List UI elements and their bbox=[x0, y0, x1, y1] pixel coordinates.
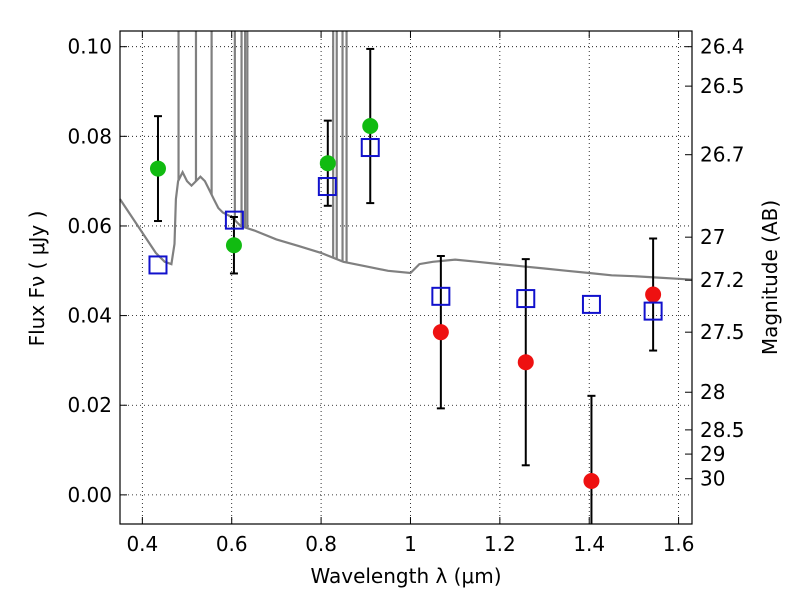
data-point-circle bbox=[517, 354, 534, 371]
data-point-circle bbox=[432, 324, 449, 341]
plot-frame bbox=[119, 30, 693, 525]
right-axis-title: Magnitude (AB) bbox=[758, 200, 782, 355]
y-tick-label: 0.10 bbox=[67, 35, 112, 59]
right-tick-label: 26.4 bbox=[700, 35, 745, 59]
data-point-square bbox=[431, 286, 451, 306]
data-point-square bbox=[148, 255, 168, 275]
data-point-circle bbox=[362, 118, 379, 135]
x-tick-label: 0.8 bbox=[305, 532, 337, 556]
y-tick-label: 0.02 bbox=[67, 393, 112, 417]
data-point-circle bbox=[319, 155, 336, 172]
data-point-circle bbox=[225, 237, 242, 254]
right-tick-label: 29 bbox=[700, 442, 725, 466]
data-point-square bbox=[581, 294, 601, 314]
error-bars bbox=[153, 47, 658, 524]
right-tick-label: 27.5 bbox=[700, 320, 745, 344]
y-tick-label: 0.04 bbox=[67, 304, 112, 328]
x-tick-label: 1.2 bbox=[484, 532, 516, 556]
right-tick-label: 28 bbox=[700, 380, 725, 404]
grid-lines bbox=[120, 31, 692, 524]
right-tick-label: 26.7 bbox=[700, 143, 745, 167]
x-tick-label: 0.6 bbox=[216, 532, 248, 556]
x-tick-label: 1 bbox=[404, 532, 417, 556]
right-tick-label: 28.5 bbox=[700, 418, 745, 442]
data-point-circle bbox=[645, 286, 662, 303]
data-point-square bbox=[317, 177, 337, 197]
y-tick-label: 0.00 bbox=[67, 483, 112, 507]
y-axis-title: Flux Fν ( μJy ) bbox=[25, 211, 49, 347]
data-point-circle bbox=[149, 160, 166, 177]
x-axis-title: Wavelength λ (μm) bbox=[310, 564, 501, 588]
data-point-square bbox=[360, 138, 380, 158]
data-point-square bbox=[516, 289, 536, 309]
right-tick-label: 26.5 bbox=[700, 74, 745, 98]
data-point-circle bbox=[583, 472, 600, 489]
x-tick-label: 0.4 bbox=[126, 532, 158, 556]
right-tick-label: 27.2 bbox=[700, 268, 745, 292]
right-tick-label: 27 bbox=[700, 225, 725, 249]
data-point-square bbox=[224, 210, 244, 230]
y-tick-label: 0.06 bbox=[67, 214, 112, 238]
y-tick-label: 0.08 bbox=[67, 124, 112, 148]
x-tick-label: 1.4 bbox=[573, 532, 605, 556]
data-point-square bbox=[643, 301, 663, 321]
data-markers bbox=[148, 118, 663, 489]
spectrum-line bbox=[119, 169, 693, 281]
right-tick-label: 30 bbox=[700, 467, 725, 491]
model-spectrum bbox=[119, 31, 693, 281]
x-tick-label: 1.6 bbox=[663, 532, 695, 556]
axis-ticks: 0.4 0.6 0.8 1 1.2 1.4 1.6 0.00 0.02 0.04 0.06 0.08 0… bbox=[67, 31, 745, 556]
